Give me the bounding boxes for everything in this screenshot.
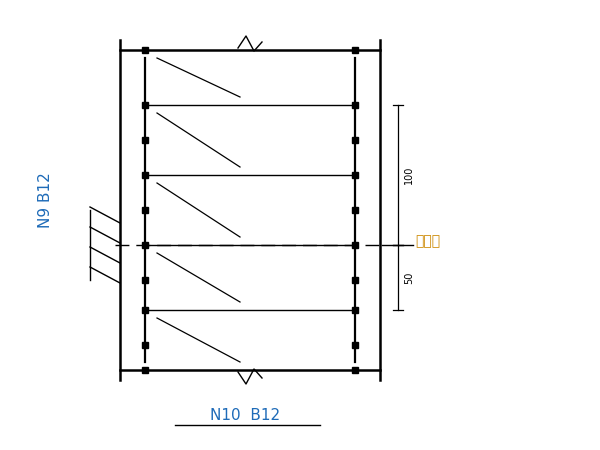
- Text: 施工缝: 施工缝: [415, 234, 440, 248]
- Text: N9 B12: N9 B12: [37, 172, 53, 228]
- Text: 50: 50: [404, 271, 414, 284]
- Text: N10  B12: N10 B12: [210, 408, 280, 423]
- Text: 100: 100: [404, 166, 414, 184]
